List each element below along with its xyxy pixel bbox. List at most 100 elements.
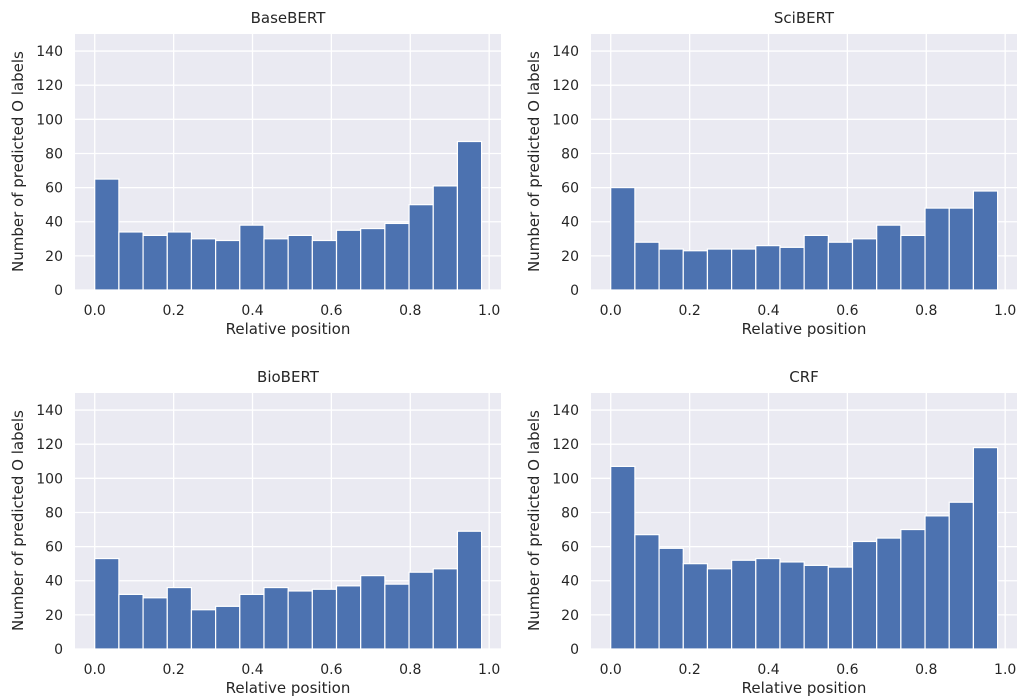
plot-area: 0 20 40 60 80 100 120 140 0.0 0.2 0.4 0.6 0.8 1.0: [36, 393, 501, 678]
x-axis-label: Relative position: [741, 320, 867, 338]
histogram-bar: [335, 585, 362, 650]
y-tick-label: 0: [54, 642, 63, 658]
histogram-bar: [384, 222, 410, 291]
y-tick-label: 100: [36, 471, 63, 487]
histogram-bar: [263, 586, 289, 650]
y-tick-label: 60: [561, 540, 579, 556]
histogram-bar: [682, 563, 709, 650]
y-tick-label: 140: [36, 403, 63, 419]
histogram-bar: [851, 540, 878, 650]
chart-title: SciBERT: [773, 9, 835, 27]
histogram-bar: [948, 501, 975, 650]
x-tick-label: 0.0: [84, 662, 106, 678]
y-tick-label: 80: [561, 505, 579, 521]
x-tick-label: 0.2: [678, 662, 700, 678]
histogram-bar: [972, 447, 999, 650]
histogram-bar: [876, 537, 902, 650]
x-tick-label: 0.6: [836, 303, 858, 319]
histogram-bar: [287, 590, 313, 650]
histogram-bar: [803, 564, 829, 650]
y-tick-label: 80: [45, 146, 63, 162]
histogram-bar: [360, 575, 386, 650]
histogram-bar: [408, 204, 434, 291]
x-tick-label: 0.4: [757, 303, 779, 319]
y-tick-label: 40: [45, 215, 63, 231]
y-axis-label: Number of predicted O labels: [9, 410, 27, 631]
histogram-bar: [900, 528, 926, 650]
x-tick-label: 0.0: [84, 303, 106, 319]
histogram-bar: [456, 140, 483, 291]
histogram-bar: [876, 224, 902, 291]
y-tick-label: 20: [561, 249, 579, 265]
y-tick-label: 60: [561, 181, 579, 197]
panel-biobert: BioBERT Number of predicted O labels Rel…: [9, 368, 501, 697]
x-tick-label: 0.4: [241, 662, 263, 678]
y-tick-label: 100: [552, 471, 579, 487]
histogram-bar: [215, 605, 241, 650]
histogram-bar: [456, 530, 483, 650]
histogram-bar: [755, 557, 781, 650]
histogram-bar: [190, 238, 217, 291]
x-tick-label: 0.2: [162, 303, 184, 319]
histogram-bar: [239, 593, 265, 650]
x-tick-label: 0.6: [320, 662, 342, 678]
y-tick-label: 60: [45, 181, 63, 197]
x-tick-label: 0.0: [600, 303, 622, 319]
histogram-bar: [634, 241, 660, 291]
histogram-bar: [972, 190, 999, 291]
histogram-bar: [311, 588, 338, 650]
chart-title: CRF: [789, 368, 819, 386]
histogram-bar: [755, 245, 781, 291]
x-tick-label: 0.8: [915, 303, 937, 319]
plot-area: 0 20 40 60 80 100 120 140 0.0 0.2 0.4 0.6 0.8 1.0: [552, 393, 1017, 678]
histogram-bar: [432, 568, 459, 650]
panel-basebert: BaseBERT Number of predicted O labels Re…: [9, 9, 501, 338]
y-tick-label: 120: [552, 78, 579, 94]
histogram-bar: [706, 248, 733, 291]
x-tick-label: 0.8: [399, 662, 421, 678]
y-tick-label: 0: [54, 283, 63, 299]
histogram-bar: [360, 227, 386, 291]
x-tick-label: 1.0: [478, 303, 500, 319]
histogram-bar: [731, 559, 757, 650]
x-tick-label: 0.6: [320, 303, 342, 319]
y-tick-label: 20: [561, 608, 579, 624]
x-tick-label: 0.8: [399, 303, 421, 319]
y-axis-label: Number of predicted O labels: [525, 410, 543, 631]
x-tick-label: 0.2: [678, 303, 700, 319]
histogram-bar: [851, 238, 878, 291]
histogram-bar: [239, 224, 265, 291]
x-tick-label: 0.4: [241, 303, 263, 319]
y-axis-label: Number of predicted O labels: [525, 51, 543, 272]
histogram-bar: [335, 229, 362, 291]
histogram-bar: [610, 465, 636, 650]
histogram-bar: [803, 234, 829, 291]
histogram-bar: [94, 557, 120, 650]
histogram-bar: [432, 185, 459, 291]
histogram-bar: [900, 234, 926, 291]
chart-title: BaseBERT: [250, 9, 326, 27]
x-tick-label: 1.0: [478, 662, 500, 678]
panel-scibert: SciBERT Number of predicted O labels Rel…: [525, 9, 1017, 338]
histogram-bar: [634, 534, 660, 650]
y-tick-label: 60: [45, 540, 63, 556]
y-tick-label: 140: [552, 44, 579, 60]
histogram-bar: [779, 561, 805, 650]
y-tick-label: 20: [45, 608, 63, 624]
x-tick-label: 0.0: [600, 662, 622, 678]
x-tick-label: 0.4: [757, 662, 779, 678]
y-tick-label: 120: [36, 78, 63, 94]
histogram-bar: [166, 231, 193, 291]
histogram-bar: [827, 566, 854, 650]
y-tick-label: 140: [552, 403, 579, 419]
histogram-bar: [658, 248, 684, 291]
histogram-bar: [190, 609, 217, 650]
histogram-bar: [706, 568, 733, 650]
histogram-bar: [924, 207, 950, 291]
histogram-bar: [287, 234, 313, 291]
histogram-bar: [263, 238, 289, 291]
histogram-bar: [658, 547, 684, 650]
y-tick-label: 40: [561, 215, 579, 231]
y-tick-label: 80: [45, 505, 63, 521]
